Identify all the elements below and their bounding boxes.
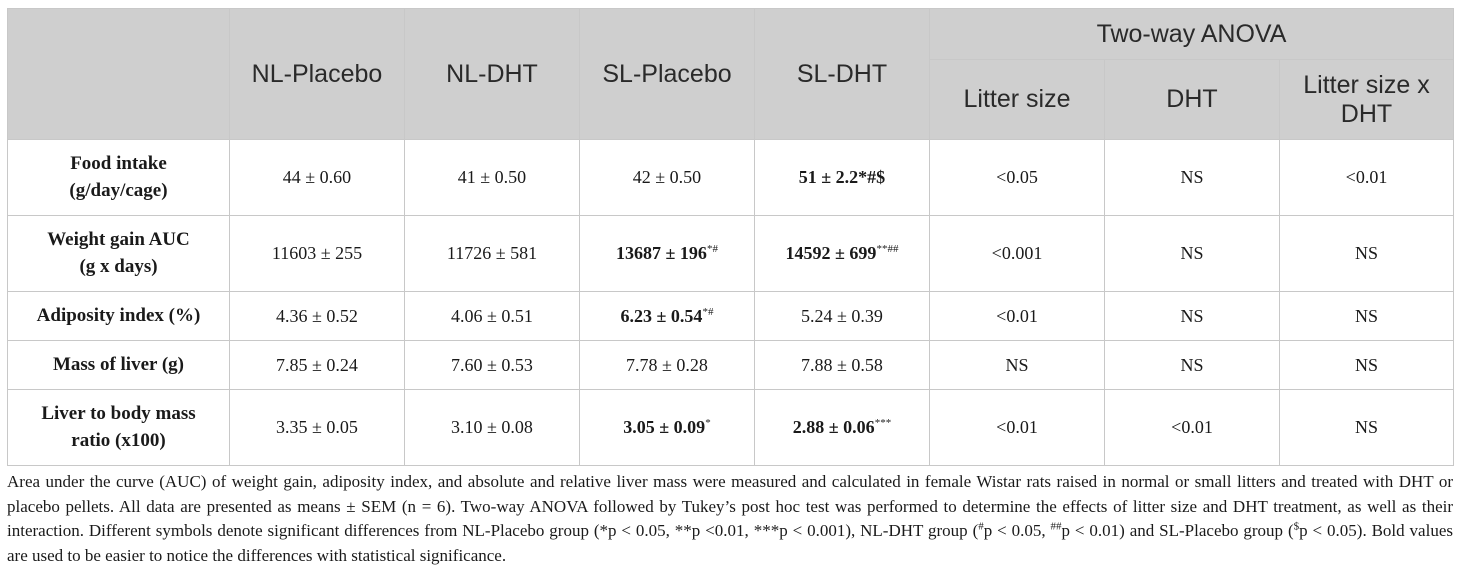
value-text: 7.88 ± 0.58 [801,354,883,375]
anova-cell: NS [1279,340,1454,390]
value-text: 3.35 ± 0.05 [276,417,358,437]
anova-cell: NS [1104,340,1280,390]
significance-symbol: *# [706,243,718,255]
value-cell: 4.06 ± 0.51 [404,291,580,341]
header-corner-cell [7,8,230,140]
value-text: 13687 ± 196 [616,243,707,263]
anova-cell: <0.01 [1279,139,1454,216]
value-cell: 7.88 ± 0.58 [754,340,930,390]
header-nl-dht: NL-DHT [404,8,580,140]
significance-symbol: * [705,417,711,429]
anova-cell: NS [1279,291,1454,341]
header-nl-placebo: NL-Placebo [229,8,405,140]
table-row: Mass of liver (g) 7.85 ± 0.24 7.60 ± 0.53 7… [7,340,1454,390]
value-text: 42 ± 0.50 [632,167,702,187]
anova-cell: NS [1104,139,1280,216]
significance-symbol: **## [876,243,899,255]
value-cell: 6.23 ± 0.54*# [579,291,755,341]
value-cell: 41 ± 0.50 [404,139,580,216]
header-anova-dht: DHT [1104,59,1280,140]
value-text: 51 ± 2.2*#$ [798,167,886,187]
value-cell: 4.36 ± 0.52 [229,291,405,341]
row-label: Food intake (g/day/cage) [7,139,230,216]
value-text: 7.60 ± 0.53 [451,354,533,375]
caption-text: p < 0.05, [983,521,1051,540]
header-sl-placebo: SL-Placebo [579,8,755,140]
caption-symbol-double-hash: ## [1050,520,1062,533]
anova-cell: NS [1104,291,1280,341]
value-text: 11726 ± 581 [446,243,538,263]
row-label-line: (g/day/cage) [69,179,168,201]
value-cell: 44 ± 0.60 [229,139,405,216]
row-label: Weight gain AUC (g x days) [7,215,230,292]
row-label-line: Liver to body mass [41,402,196,424]
value-text: 4.36 ± 0.52 [276,305,358,326]
significance-symbol: *** [874,417,892,429]
header-sl-dht: SL-DHT [754,8,930,140]
header-anova-interaction: Litter size x DHT [1279,59,1454,140]
value-text: 3.10 ± 0.08 [451,417,533,437]
table-body: Food intake (g/day/cage) 44 ± 0.60 41 ± 0.5… [7,139,1454,466]
value-text: 7.78 ± 0.28 [626,354,708,375]
row-label: Mass of liver (g) [7,340,230,390]
value-cell: 7.85 ± 0.24 [229,340,405,390]
value-text: 14592 ± 699 [785,243,877,263]
anova-cell: NS [1279,389,1454,466]
value-text: 5.24 ± 0.39 [801,305,883,326]
value-text: 3.05 ± 0.09 [623,417,706,437]
row-label-line: (g x days) [79,255,158,277]
anova-cell: <0.01 [1104,389,1280,466]
anova-cell: NS [929,340,1105,390]
table-row: Weight gain AUC (g x days) 11603 ± 255 1172… [7,215,1454,292]
value-text: 2.88 ± 0.06 [792,417,875,437]
anova-cell: <0.01 [929,389,1105,466]
results-table: NL-Placebo NL-DHT SL-Placebo SL-DHT Two-… [7,8,1454,466]
anova-cell: <0.01 [929,291,1105,341]
row-label-line: Food intake [70,152,167,174]
value-cell: 2.88 ± 0.06*** [754,389,930,466]
value-text: 4.06 ± 0.51 [451,305,533,326]
table-row: Adiposity index (%) 4.36 ± 0.52 4.06 ± 0.5… [7,291,1454,341]
row-label-line: Weight gain AUC [47,228,190,250]
significance-symbol: *# [702,305,714,318]
row-label: Liver to body mass ratio (x100) [7,389,230,466]
value-cell: 3.35 ± 0.05 [229,389,405,466]
caption-text: p < 0.01) and SL-Placebo group ( [1061,521,1294,540]
value-text: 44 ± 0.60 [282,167,352,187]
caption-text: Area under the curve (AUC) of weight gai… [7,472,1453,540]
row-label-line: ratio (x100) [71,429,166,451]
header-anova-title: Two-way ANOVA [929,8,1454,60]
value-cell: 11603 ± 255 [229,215,405,292]
value-text: 7.85 ± 0.24 [276,354,358,375]
value-cell: 5.24 ± 0.39 [754,291,930,341]
value-text: 11603 ± 255 [271,243,363,263]
value-cell: 7.78 ± 0.28 [579,340,755,390]
value-cell: 42 ± 0.50 [579,139,755,216]
table-caption: Area under the curve (AUC) of weight gai… [7,470,1453,568]
caption-symbol-hash: # [978,520,984,533]
anova-cell: <0.001 [929,215,1105,292]
caption-symbol-dollar: $ [1293,520,1300,533]
value-cell: 51 ± 2.2*#$ [754,139,930,216]
value-cell: 7.60 ± 0.53 [404,340,580,390]
value-cell: 14592 ± 699**## [754,215,930,292]
caption-text: p < 0.05). Bold values are used to be ea… [7,521,1453,565]
value-cell: 3.05 ± 0.09* [579,389,755,466]
table-row: Liver to body mass ratio (x100) 3.35 ± 0.0… [7,389,1454,466]
value-text: 41 ± 0.50 [457,167,527,187]
table-row: Food intake (g/day/cage) 44 ± 0.60 41 ± 0.5… [7,139,1454,216]
value-cell: 3.10 ± 0.08 [404,389,580,466]
value-cell: 11726 ± 581 [404,215,580,292]
value-text: 6.23 ± 0.54 [620,305,703,326]
anova-cell: NS [1279,215,1454,292]
header-anova-litter-size: Litter size [929,59,1105,140]
anova-cell: <0.05 [929,139,1105,216]
value-cell: 13687 ± 196*# [579,215,755,292]
anova-cell: NS [1104,215,1280,292]
row-label: Adiposity index (%) [7,291,230,341]
